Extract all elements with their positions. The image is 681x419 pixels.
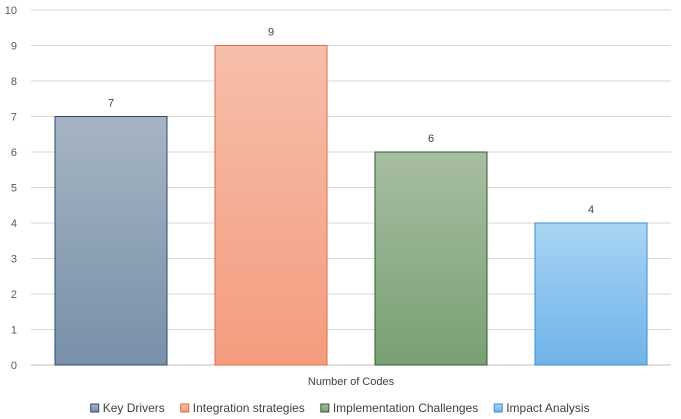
legend-label: Key Drivers <box>103 401 165 415</box>
data-label: 9 <box>268 27 274 39</box>
legend-item: Impact Analysis <box>493 401 590 415</box>
legend-swatch <box>320 403 330 413</box>
y-axis-ticks: 0 1 2 3 4 5 6 7 8 9 10 <box>5 5 17 372</box>
y-tick-label: 2 <box>11 289 17 301</box>
data-label: 4 <box>588 204 594 216</box>
legend-item: Integration strategies <box>180 401 305 415</box>
legend-item: Key Drivers <box>90 401 165 415</box>
y-tick-label: 7 <box>11 112 17 124</box>
bar-implementation-challenges <box>374 151 488 366</box>
y-tick-label: 5 <box>11 183 17 195</box>
x-axis-title: Number of Codes <box>308 376 395 388</box>
y-tick-label: 6 <box>11 147 17 159</box>
data-label: 7 <box>108 98 114 110</box>
bar-integration-strategies <box>214 45 328 366</box>
y-tick-label: 1 <box>11 325 17 337</box>
y-tick-label: 10 <box>5 5 17 17</box>
data-labels: 7 9 6 4 <box>108 27 594 217</box>
y-tick-label: 8 <box>11 76 17 88</box>
y-tick-label: 4 <box>11 218 17 230</box>
bars <box>54 45 648 366</box>
legend-item: Implementation Challenges <box>320 401 478 415</box>
legend-swatch <box>90 403 100 413</box>
legend-swatch <box>180 403 190 413</box>
data-label: 6 <box>428 133 434 145</box>
y-tick-label: 0 <box>11 360 17 372</box>
legend: Key Drivers Integration strategies Impleme… <box>90 401 590 415</box>
y-tick-label: 3 <box>11 254 17 266</box>
legend-swatch <box>493 403 503 413</box>
bar-key-drivers <box>54 116 168 366</box>
bar-impact-analysis <box>534 222 648 366</box>
y-tick-label: 9 <box>11 41 17 53</box>
legend-label: Implementation Challenges <box>333 401 478 415</box>
legend-label: Impact Analysis <box>506 401 589 415</box>
legend-label: Integration strategies <box>193 401 305 415</box>
